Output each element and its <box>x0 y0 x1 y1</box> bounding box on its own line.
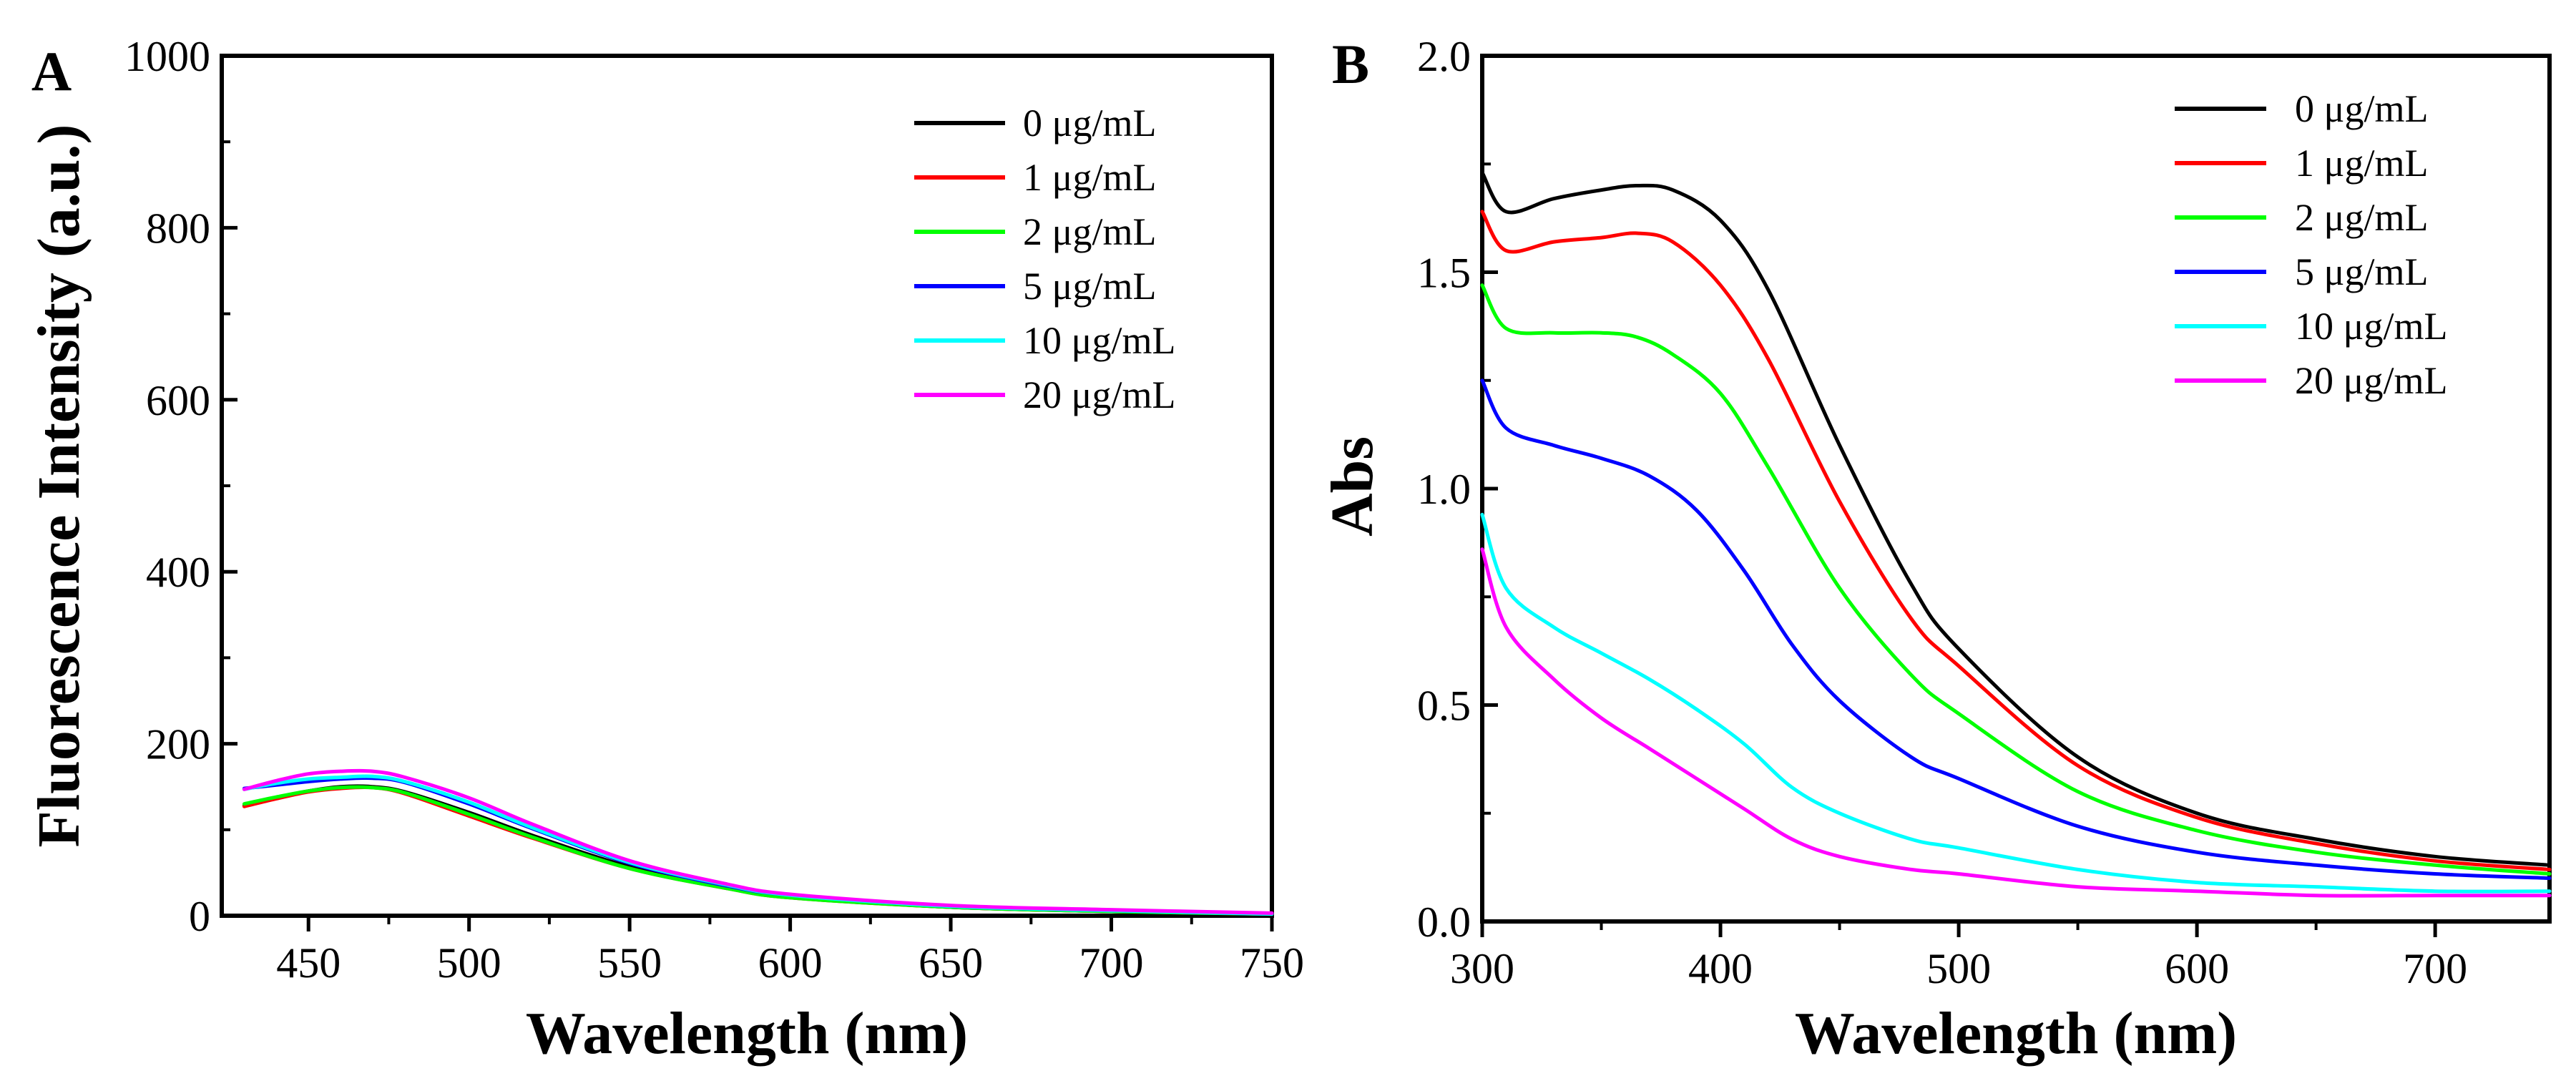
panel-a-legend-label: 2 μg/mL <box>1023 210 1156 253</box>
panel-b-x-tick-label: 400 <box>1688 945 1753 992</box>
panel-b-series <box>1480 170 2552 898</box>
panel-b-x-tick-label: 300 <box>1450 945 1514 992</box>
panel-b-series-line <box>1480 283 2552 876</box>
panel-a-y-tick-label: 800 <box>146 205 210 252</box>
panel-b-x-tick-label: 500 <box>1926 945 1991 992</box>
panel-b-legend-label: 10 μg/mL <box>2295 305 2447 348</box>
panel-b-letter: B <box>1332 33 1369 95</box>
panel-b-series-line <box>1480 378 2552 880</box>
panel-a-y-tick-label: 200 <box>146 721 210 768</box>
panel-a-legend-label: 1 μg/mL <box>1023 156 1156 199</box>
panel-a-legend-label: 0 μg/mL <box>1023 102 1156 145</box>
panel-b-y-tick-label: 1.5 <box>1417 250 1471 297</box>
panel-a-series <box>242 768 1274 916</box>
panel-b-y-axis-title: Abs <box>1319 436 1386 537</box>
panel-a-y-axis-title: Fluorescence Intensity (a.u.) <box>26 124 92 848</box>
panel-b-legend: 0 μg/mL 1 μg/mL 2 μg/mL 5 μg/mL 10 μg/mL 20 μ… <box>2175 87 2447 402</box>
panel-b-y-tick-label: 2.0 <box>1417 33 1471 80</box>
panel-b-x-axis-title: Wavelength (nm) <box>1795 1000 2237 1067</box>
panel-b-x-tick-label: 700 <box>2403 945 2467 992</box>
panel-a-x-axis-title: Wavelength (nm) <box>526 1000 968 1067</box>
panel-a: A 450 500 550 600 650 700 750 0 200 400 600 800 1000… <box>26 33 1304 1067</box>
panel-a-legend-label: 5 μg/mL <box>1023 265 1156 308</box>
panel-a-y-tick-label: 1000 <box>124 33 210 80</box>
panel-b-legend-label: 0 μg/mL <box>2295 87 2428 130</box>
panel-a-legend: 0 μg/mL 1 μg/mL 2 μg/mL 5 μg/mL 10 μg/mL 20 μ… <box>914 102 1175 416</box>
panel-a-x-tick-label: 500 <box>437 939 501 987</box>
panel-a-ticks: 450 500 550 600 650 700 750 0 200 400 600 800 1000 <box>124 33 1304 987</box>
panel-b-series-line <box>1480 210 2552 871</box>
panel-a-x-tick-label: 750 <box>1240 939 1304 987</box>
panel-a-y-tick-label: 0 <box>189 893 210 940</box>
panel-b-series-line <box>1480 170 2552 867</box>
panel-b-legend-label: 5 μg/mL <box>2295 250 2428 293</box>
panel-b: B 300 400 500 600 700 0.0 0.5 1.0 1.5 2.0 0 μg/mL… <box>1319 33 2552 1067</box>
panel-a-x-tick-label: 700 <box>1079 939 1144 987</box>
panel-b-legend-label: 1 μg/mL <box>2295 142 2428 185</box>
panel-a-x-tick-label: 600 <box>758 939 823 987</box>
panel-a-x-tick-label: 650 <box>919 939 983 987</box>
panel-b-y-tick-label: 0.5 <box>1417 683 1471 730</box>
panel-b-legend-label: 2 μg/mL <box>2295 196 2428 239</box>
panel-b-legend-label: 20 μg/mL <box>2295 359 2447 402</box>
panel-b-series-line <box>1480 547 2552 898</box>
panel-a-series-line <box>242 785 1274 916</box>
panel-b-y-tick-label: 1.0 <box>1417 466 1471 513</box>
panel-a-legend-label: 10 μg/mL <box>1023 319 1175 362</box>
panel-a-x-tick-label: 550 <box>597 939 662 987</box>
panel-a-letter: A <box>31 40 72 102</box>
panel-a-series-line <box>242 768 1274 915</box>
panel-a-y-tick-label: 600 <box>146 377 210 424</box>
panel-b-x-tick-label: 600 <box>2165 945 2229 992</box>
panel-a-y-tick-label: 400 <box>146 549 210 596</box>
panel-b-ticks: 300 400 500 600 700 0.0 0.5 1.0 1.5 2.0 <box>1417 33 2467 992</box>
panel-b-y-tick-label: 0.0 <box>1417 899 1471 946</box>
panel-a-x-tick-label: 450 <box>276 939 341 987</box>
panel-a-legend-label: 20 μg/mL <box>1023 373 1175 416</box>
panel-b-series-line <box>1480 512 2552 894</box>
